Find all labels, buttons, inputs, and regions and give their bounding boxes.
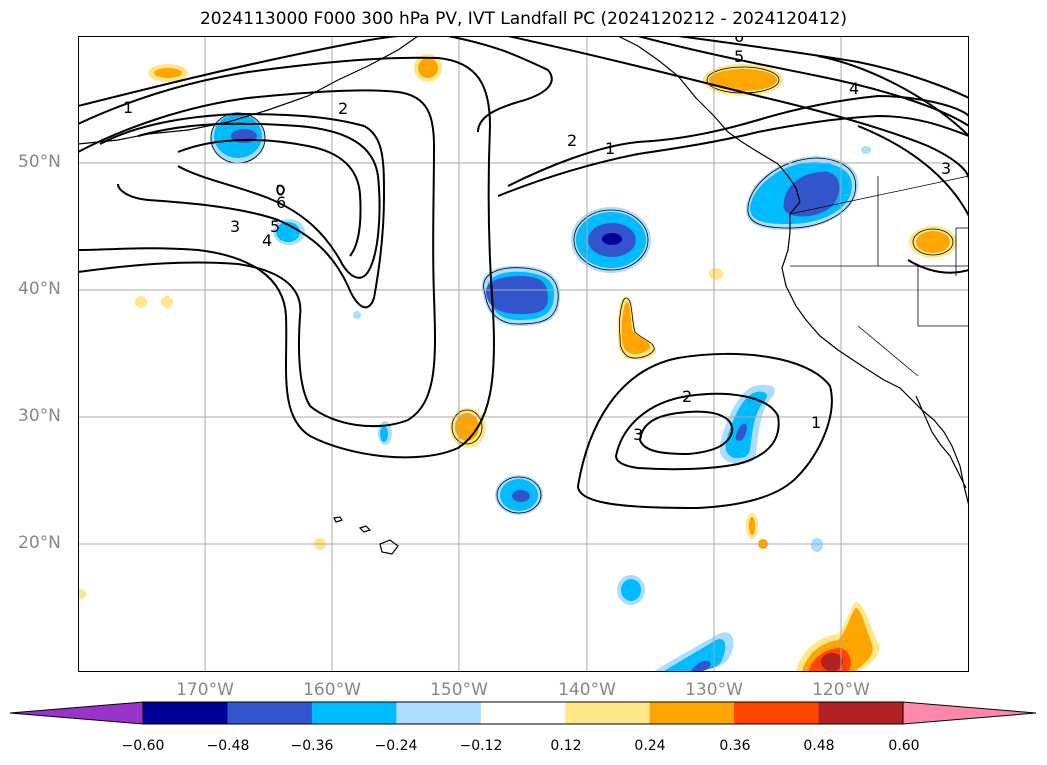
colorbar-tick: −0.24	[374, 738, 418, 754]
positive-anomaly-5	[617, 296, 657, 360]
negative-anomaly-small	[353, 146, 871, 552]
contour-label: 1	[811, 413, 821, 432]
contour-label: 4	[849, 79, 859, 98]
negative-anomaly-5	[745, 156, 859, 230]
negative-anomaly-8	[617, 575, 645, 605]
contour-label: 6	[734, 36, 744, 46]
lat-label-20n: 20°N	[18, 533, 61, 553]
colorbar-tick: 0.60	[888, 738, 920, 754]
contour-label: 3	[633, 425, 643, 444]
negative-anomaly-9	[653, 632, 734, 672]
colorbar-segment	[227, 702, 313, 724]
contour-label: 2	[567, 131, 577, 150]
positive-anomaly-small	[78, 268, 768, 599]
colorbar	[10, 701, 1036, 725]
colorbar-segment	[480, 702, 566, 724]
colorbar-tick: 0.36	[719, 738, 751, 754]
colorbar-segment	[396, 702, 482, 724]
colorbar-segment	[734, 702, 820, 724]
contours	[78, 36, 969, 510]
lon-label-120w: 120°W	[812, 680, 870, 700]
colorbar-tick: −0.36	[290, 738, 334, 754]
colorbar-tick: −0.12	[459, 738, 503, 754]
negative-anomaly-4	[571, 207, 651, 273]
lat-label-50n: 50°N	[18, 152, 61, 172]
colorbar-segment	[311, 702, 397, 724]
positive-anomaly-4	[909, 226, 957, 258]
colorbar-tick: −0.60	[121, 738, 165, 754]
contour-label: 3	[941, 159, 951, 178]
contour-label: 4	[262, 231, 272, 250]
lon-label-130w: 130°W	[685, 680, 743, 700]
colorbar-extend-high	[903, 702, 1036, 724]
colorbar-segment	[565, 702, 651, 724]
negative-anomaly-2	[273, 219, 305, 245]
lat-label-40n: 40°N	[18, 279, 61, 299]
positive-anomaly-7	[796, 602, 880, 672]
colorbar-tick: 0.12	[550, 738, 582, 754]
lon-label-140w: 140°W	[558, 680, 616, 700]
lon-label-170w: 170°W	[176, 680, 234, 700]
colorbar-outline	[142, 701, 904, 725]
colorbar-tick: 0.24	[634, 738, 666, 754]
contour-labels: 1 2 3 4 5 6 1 2 3 1 2 3 4 5 6	[123, 36, 951, 444]
contour-label: 5	[270, 217, 280, 236]
colorbar-tick: −0.48	[206, 738, 250, 754]
negative-anomaly-1	[210, 112, 266, 164]
colorbar-segment	[649, 702, 735, 724]
state-borders	[789, 175, 969, 377]
colorbar-tick: 0.48	[803, 738, 835, 754]
contour-label: 1	[605, 139, 615, 158]
lon-label-160w: 160°W	[303, 680, 361, 700]
positive-anomaly-2	[414, 54, 442, 82]
contour-label: 1	[123, 98, 133, 117]
contour-label: 2	[682, 387, 692, 406]
colorbar-segments	[10, 702, 1036, 724]
pv-shading	[78, 54, 957, 672]
negative-anomaly-7	[495, 475, 543, 515]
colorbar-segment	[143, 702, 228, 724]
contour-label: 3	[230, 217, 240, 236]
map-title: 2024113000 F000 300 hPa PV, IVT Landfall…	[199, 9, 847, 29]
colorbar-extend-low	[10, 702, 143, 724]
colorbar-segment	[818, 702, 904, 724]
negative-anomaly-3	[481, 265, 561, 326]
map-border	[78, 36, 969, 672]
positive-anomaly-3	[703, 64, 783, 96]
positive-anomaly-1	[148, 64, 188, 82]
contour-label: 2	[338, 99, 348, 118]
contour-label: 6	[276, 193, 286, 212]
negative-anomaly-6	[719, 384, 775, 464]
lon-label-150w: 150°W	[430, 680, 488, 700]
map-panel: 1 2 3 4 5 6 1 2 3 1 2 3 4 5 6	[78, 36, 969, 672]
lat-label-30n: 30°N	[18, 406, 61, 426]
contour-label: 5	[734, 47, 744, 66]
positive-anomaly-6	[450, 408, 486, 448]
